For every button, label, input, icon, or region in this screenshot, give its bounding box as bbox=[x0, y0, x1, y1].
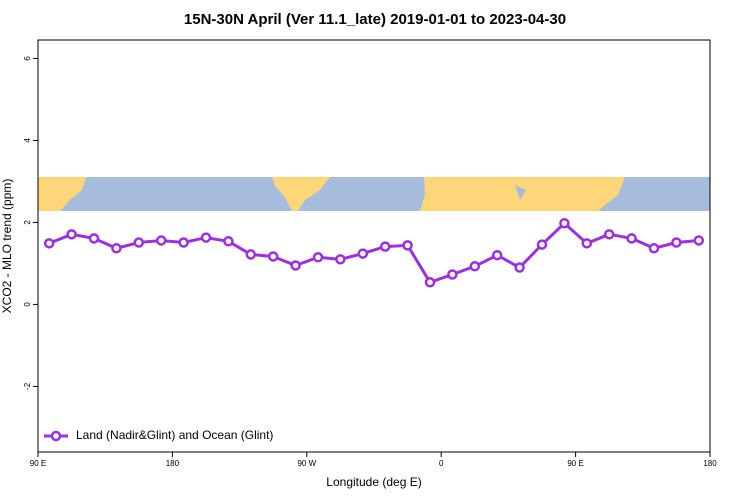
legend-marker bbox=[50, 430, 62, 442]
point bbox=[581, 238, 593, 249]
point bbox=[88, 233, 100, 244]
point bbox=[111, 243, 122, 254]
point bbox=[178, 237, 189, 248]
point bbox=[335, 254, 346, 265]
point bbox=[402, 240, 413, 251]
x-tick-label: 90 E bbox=[567, 459, 583, 468]
series-line bbox=[48, 221, 699, 285]
point bbox=[155, 235, 167, 246]
x-tick-label: 180 bbox=[703, 459, 717, 468]
point bbox=[491, 249, 503, 261]
point bbox=[514, 262, 525, 273]
point bbox=[671, 237, 682, 248]
point bbox=[312, 252, 324, 263]
point bbox=[536, 239, 548, 250]
point bbox=[133, 237, 145, 248]
point bbox=[648, 243, 660, 254]
x-axis-label: Longitude (deg E) bbox=[326, 475, 421, 489]
point bbox=[693, 235, 705, 246]
point bbox=[603, 229, 615, 240]
point bbox=[379, 241, 391, 252]
legend-label: Land (Nadir&Glint) and Ocean (Glint) bbox=[76, 428, 273, 442]
point bbox=[223, 236, 234, 247]
point bbox=[43, 238, 55, 249]
point bbox=[357, 248, 369, 259]
chart-title: 15N-30N April (Ver 11.1_late) 2019-01-01… bbox=[184, 11, 566, 28]
point bbox=[424, 277, 436, 288]
point bbox=[290, 260, 301, 271]
point bbox=[200, 232, 212, 243]
y-tick-label: -2 bbox=[23, 382, 32, 390]
point bbox=[245, 249, 257, 260]
x-tick-label: 0 bbox=[439, 459, 444, 468]
point bbox=[267, 251, 279, 262]
x-tick-label: 90 E bbox=[30, 459, 46, 468]
point bbox=[626, 233, 637, 244]
map-strip bbox=[38, 177, 710, 211]
point bbox=[559, 217, 570, 229]
y-tick-label: 4 bbox=[23, 138, 32, 143]
x-tick-label: 90 W bbox=[297, 459, 316, 468]
plot-frame bbox=[37, 39, 711, 453]
y-tick-label: 2 bbox=[23, 220, 32, 225]
point bbox=[447, 269, 458, 280]
y-axis-label: XCO2 - MLO trend (ppm) bbox=[0, 179, 14, 314]
point bbox=[66, 229, 77, 240]
y-tick-label: 6 bbox=[23, 56, 32, 61]
y-tick-label: 0 bbox=[23, 302, 32, 307]
x-tick-label: 180 bbox=[166, 459, 180, 468]
point bbox=[469, 261, 481, 272]
